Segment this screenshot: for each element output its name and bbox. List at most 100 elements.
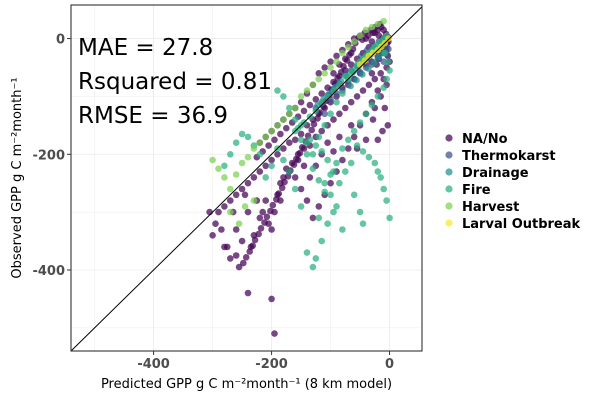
data-point-na-no xyxy=(235,263,243,271)
legend-key xyxy=(445,168,453,176)
data-point-na-no xyxy=(315,203,323,210)
data-point-harvest xyxy=(333,58,340,65)
data-point-harvest xyxy=(286,110,293,118)
data-point-na-no xyxy=(327,58,334,65)
data-point-fire xyxy=(318,237,326,245)
data-point-fire xyxy=(244,133,252,141)
data-point-harvest xyxy=(350,38,358,45)
data-point-fire xyxy=(374,168,382,175)
data-point-fire xyxy=(333,159,340,167)
data-point-na-no xyxy=(336,110,343,118)
data-point-na-no xyxy=(374,87,382,94)
data-point-na-no xyxy=(315,70,323,77)
data-point-na-no xyxy=(377,70,385,77)
data-point-na-no xyxy=(244,179,252,187)
data-point-na-no xyxy=(275,190,283,197)
data-point-drainage xyxy=(370,59,378,67)
data-point-na-no xyxy=(384,122,392,129)
data-point-na-no xyxy=(265,142,272,149)
legend-key xyxy=(445,202,453,210)
data-point-fire xyxy=(330,168,337,175)
data-point-harvest xyxy=(274,122,281,129)
data-point-harvest xyxy=(280,116,287,123)
data-point-harvest xyxy=(380,17,388,25)
data-point-drainage xyxy=(365,65,372,72)
data-point-fire xyxy=(350,191,358,199)
data-point-fire xyxy=(268,162,275,170)
data-point-na-no xyxy=(353,93,361,100)
data-point-harvest xyxy=(250,145,258,152)
data-point-harvest xyxy=(339,49,346,57)
data-point-na-no xyxy=(238,237,246,245)
data-point-na-no xyxy=(330,116,337,123)
data-point-fire xyxy=(297,203,305,210)
data-point-drainage xyxy=(375,53,383,61)
data-point-na-no xyxy=(336,133,343,141)
data-point-fire xyxy=(345,136,352,144)
legend-label: Larval Outbreak xyxy=(462,217,581,232)
data-point-harvest xyxy=(327,64,334,71)
stat-annotation: RMSE = 36.9 xyxy=(78,103,228,129)
data-point-na-no xyxy=(374,136,382,144)
data-point-na-no xyxy=(286,139,293,146)
data-point-na-no xyxy=(297,98,305,106)
data-point-na-no xyxy=(347,122,355,129)
legend-key xyxy=(445,219,453,227)
data-point-fire xyxy=(383,197,390,204)
data-point-harvest xyxy=(356,32,364,39)
data-point-na-no xyxy=(300,162,308,170)
stat-annotation: MAE = 27.8 xyxy=(78,35,213,61)
data-point-fire xyxy=(321,188,329,196)
data-point-na-no xyxy=(261,219,268,226)
y-tick-label: -200 xyxy=(32,148,65,163)
data-point-fire xyxy=(312,255,320,262)
data-point-fire xyxy=(356,208,364,216)
data-point-na-no xyxy=(232,252,240,259)
data-point-fire xyxy=(286,104,293,112)
data-point-na-no xyxy=(209,232,216,239)
data-point-fire xyxy=(309,165,317,172)
data-point-na-no xyxy=(371,75,379,83)
data-point-fire xyxy=(309,263,317,271)
data-point-na-no xyxy=(263,213,271,221)
data-point-na-no xyxy=(339,156,346,164)
data-point-na-no xyxy=(300,107,308,115)
data-point-harvest xyxy=(232,171,240,178)
data-point-na-no xyxy=(227,255,234,262)
data-point-na-no xyxy=(297,185,305,193)
data-point-harvest xyxy=(262,133,270,141)
data-point-harvest xyxy=(221,174,228,181)
data-point-na-no xyxy=(303,197,311,204)
data-point-na-no xyxy=(268,156,275,164)
data-point-fire xyxy=(280,156,287,164)
data-point-harvest xyxy=(309,81,317,89)
legend-key xyxy=(445,151,453,159)
x-tick-label: -400 xyxy=(137,357,170,372)
data-point-na-no xyxy=(240,259,247,267)
data-point-na-no xyxy=(267,207,274,215)
plot-panel-border xyxy=(70,4,423,352)
data-point-na-no xyxy=(293,155,300,163)
data-point-na-no xyxy=(269,201,277,209)
data-point-na-no xyxy=(368,70,376,77)
data-point-na-no xyxy=(330,70,337,77)
data-point-na-no xyxy=(340,63,347,70)
data-point-fire xyxy=(291,185,299,193)
data-point-na-no xyxy=(221,203,228,210)
data-point-na-no xyxy=(318,90,326,97)
data-point-fire xyxy=(383,75,390,83)
reference-line-layer xyxy=(70,6,423,352)
data-point-na-no xyxy=(318,127,326,135)
data-point-fire xyxy=(374,93,382,100)
data-point-fire xyxy=(324,156,331,164)
legend-label: Harvest xyxy=(462,200,519,215)
data-point-na-no xyxy=(297,130,305,138)
data-point-harvest xyxy=(227,185,234,193)
data-point-fire xyxy=(306,136,314,144)
data-point-na-no xyxy=(215,208,222,216)
data-point-harvest xyxy=(291,104,299,112)
data-point-na-no xyxy=(308,126,316,134)
data-point-na-no xyxy=(379,127,386,135)
data-point-fire xyxy=(280,93,287,100)
data-point-harvest xyxy=(238,159,246,167)
